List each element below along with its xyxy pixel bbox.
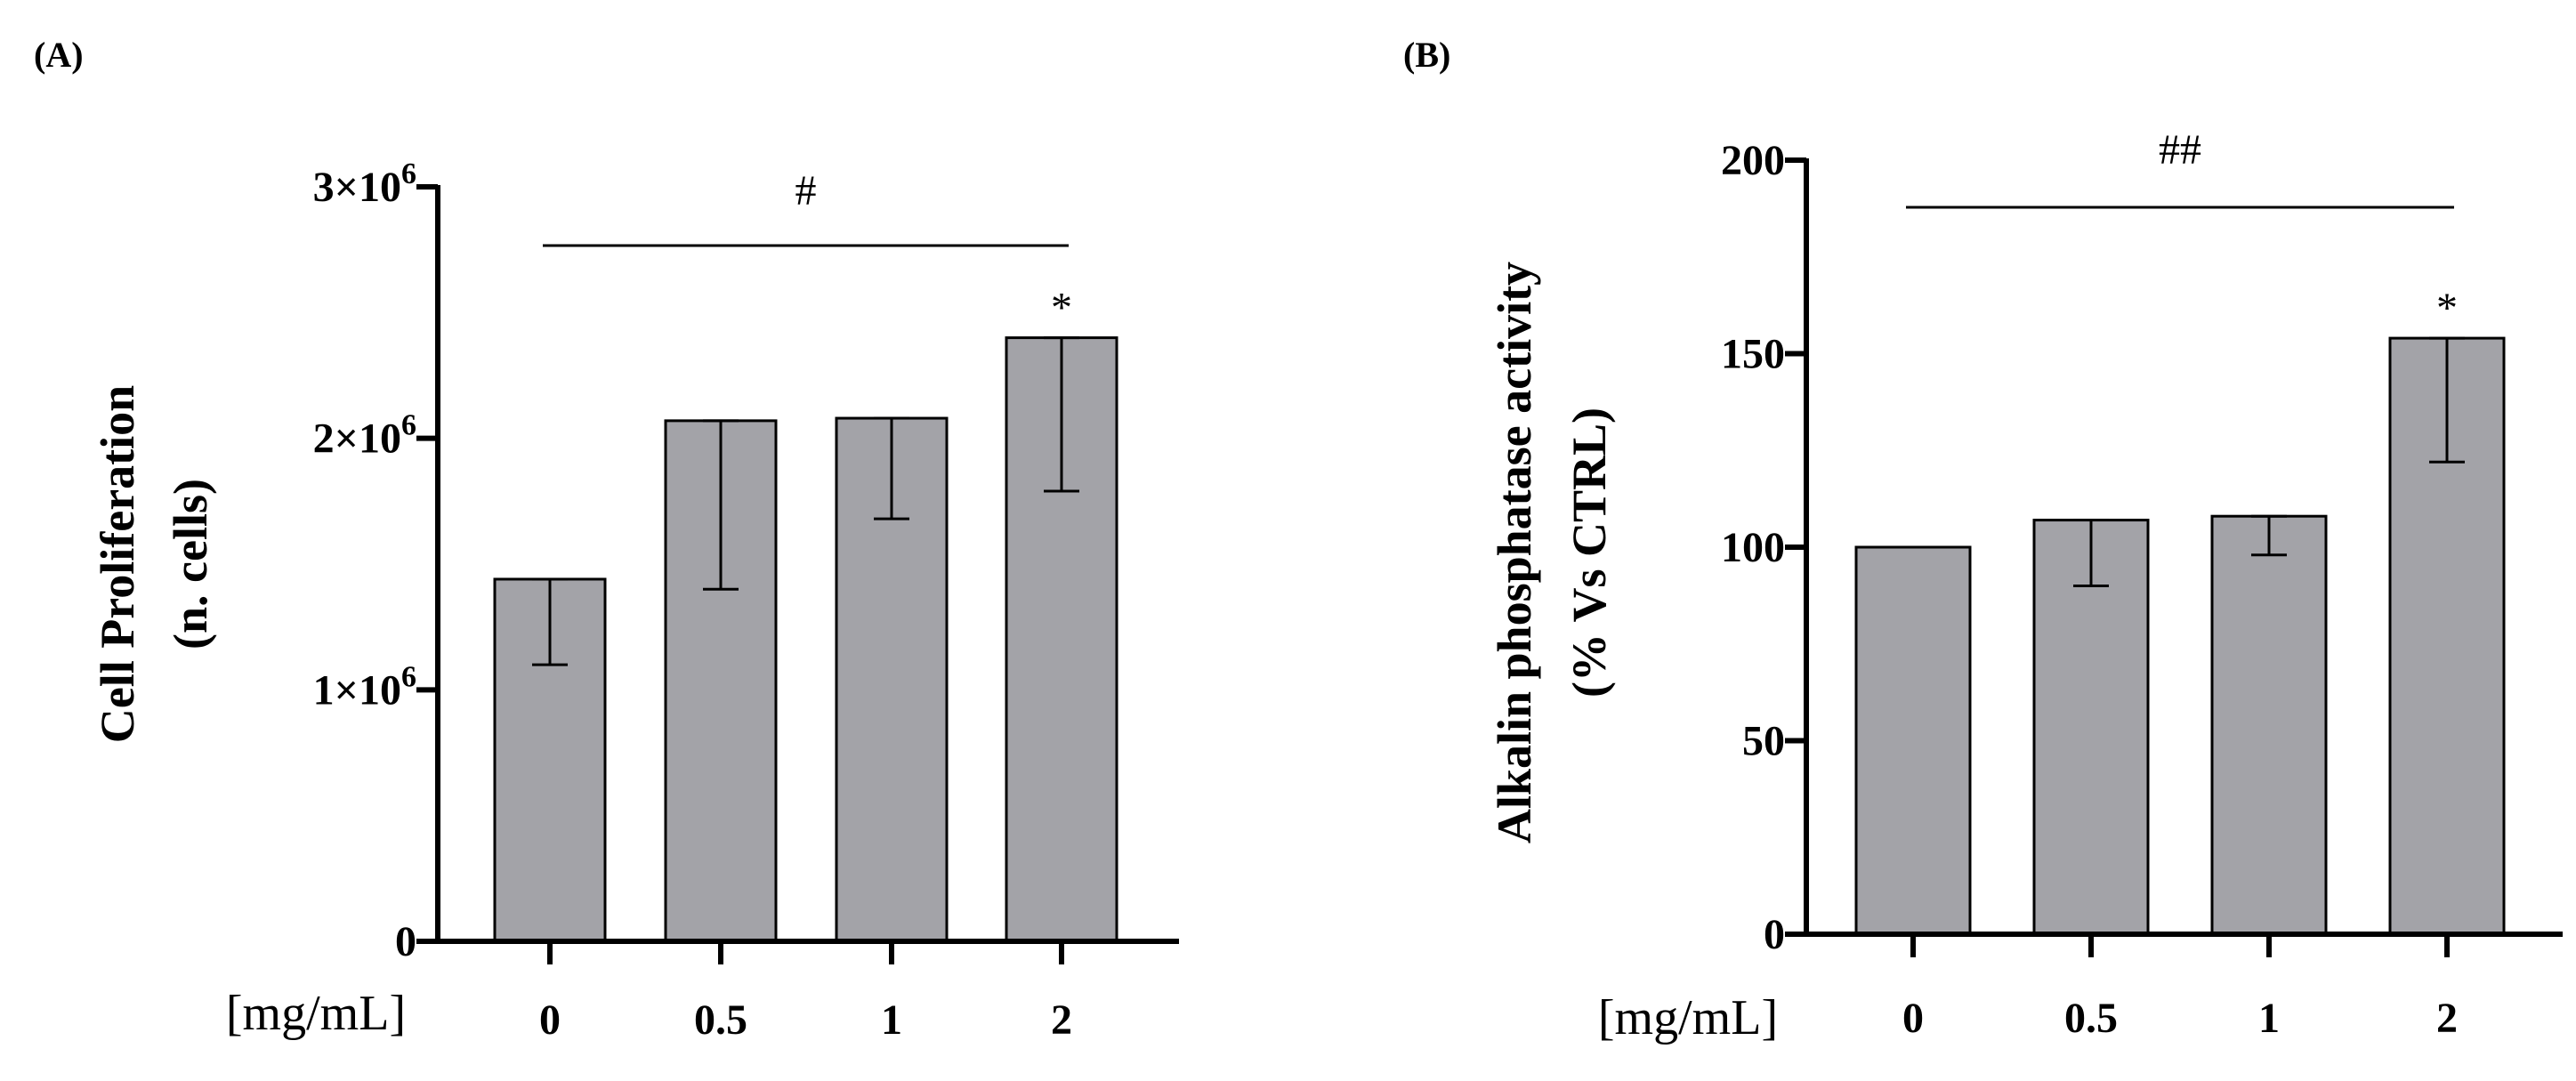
y-tick-label: 0 <box>395 918 416 965</box>
chart-panel-b: (B) 0 50 100 150 200 0 0.5 1 2 [mg/mL] Alkalin phos… <box>1403 35 2563 1045</box>
significance-label: ## <box>2159 126 2201 173</box>
significance-asterisk: * <box>1051 285 1072 332</box>
y-tick-exponent: 6 <box>401 409 416 442</box>
significance-label: # <box>795 167 817 214</box>
y-tick-mantissa: 3×10 <box>313 164 401 211</box>
y-axis-title: Cell Proliferation <box>91 385 144 743</box>
panel-label: (B) <box>1403 35 1450 75</box>
bar-0.5 <box>2032 519 2150 936</box>
x-axis-label: [mg/mL] <box>1598 990 1778 1045</box>
y-tick-mantissa: 1×10 <box>313 666 401 714</box>
x-tick-label: 0.5 <box>2064 995 2118 1042</box>
bar-0 <box>1854 545 1972 936</box>
bar-1 <box>2210 514 2328 936</box>
significance-asterisk: * <box>2436 285 2458 332</box>
y-tick-label: 0 <box>1764 911 1785 958</box>
panel-label: (A) <box>34 35 84 75</box>
y-tick-label: 1×106 <box>313 660 416 714</box>
y-tick-exponent: 6 <box>401 157 416 190</box>
y-tick-label: 200 <box>1721 137 1785 184</box>
y-tick-label: 2×106 <box>313 409 416 463</box>
x-tick-label: 2 <box>2436 995 2458 1042</box>
y-tick-exponent: 6 <box>401 660 416 693</box>
x-tick-label: 2 <box>1051 996 1072 1044</box>
x-axis-label: [mg/mL] <box>226 986 406 1041</box>
y-tick-label: 100 <box>1721 524 1785 571</box>
x-tick-label: 1 <box>881 996 902 1044</box>
y-tick-mantissa: 2×10 <box>313 415 401 463</box>
y-axis-subtitle: (% Vs CTRL) <box>1563 407 1616 698</box>
y-tick-label: 50 <box>1742 718 1785 765</box>
x-tick-label: 1 <box>2258 995 2280 1042</box>
y-axis-title: Alkalin phosphatase activity <box>1488 262 1541 843</box>
x-tick-label: 0 <box>539 996 561 1044</box>
x-tick-label: 0.5 <box>694 996 747 1044</box>
y-axis-subtitle: (n. cells) <box>164 479 217 649</box>
y-tick-label: 150 <box>1721 331 1785 378</box>
x-tick-label: 0 <box>1902 995 1924 1042</box>
y-tick-label: 3×106 <box>313 157 416 211</box>
